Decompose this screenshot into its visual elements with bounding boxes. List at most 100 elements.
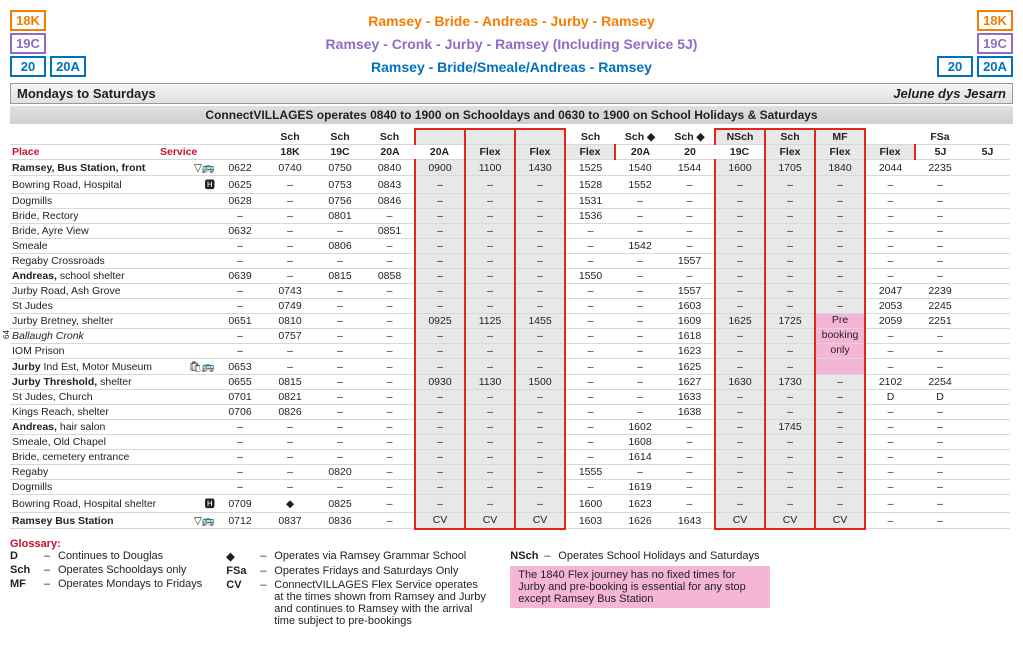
place-cell: Jurby Bretney, shelter: [10, 314, 160, 329]
place-icon: [160, 314, 215, 329]
place-icon: [160, 465, 215, 480]
time-cell: CV: [715, 513, 765, 529]
time-cell: 0655: [215, 375, 265, 390]
time-cell: –: [215, 329, 265, 344]
col-note: NSch: [715, 129, 765, 145]
time-cell: –: [715, 480, 765, 495]
glossary-title: Glossary:: [10, 538, 770, 550]
glossary-item: D–Continues to Douglas: [10, 550, 202, 562]
time-cell: –: [465, 329, 515, 344]
time-cell: 0653: [215, 359, 265, 375]
time-cell: –: [465, 435, 515, 450]
time-cell: –: [565, 224, 615, 239]
time-cell: –: [915, 435, 965, 450]
time-cell: –: [515, 465, 565, 480]
time-cell: 0826: [265, 405, 315, 420]
time-cell: –: [415, 359, 465, 375]
time-cell: –: [415, 344, 465, 359]
time-cell: –: [915, 495, 965, 513]
time-cell: 1725: [765, 314, 815, 329]
time-cell: 0801: [315, 209, 365, 224]
place-cell: Ramsey Bus Station: [10, 513, 160, 529]
timetable-row: Smeale––0806–––––1542––––––: [10, 239, 1010, 254]
time-cell: –: [415, 405, 465, 420]
time-cell: 0843: [365, 176, 415, 194]
time-cell: –: [215, 450, 265, 465]
time-cell: –: [615, 329, 665, 344]
time-cell: –: [565, 284, 615, 299]
timetable-row: Regaby––0820––––1555–––––––: [10, 465, 1010, 480]
time-cell: –: [465, 239, 515, 254]
days-left: Mondays to Saturdays: [17, 86, 156, 101]
timetable-row: St Judes, Church07010821–––––––1633–––DD: [10, 390, 1010, 405]
time-cell: –: [265, 194, 315, 209]
timetable-row: Bowring Road, Hospital🅷0625–07530843–––1…: [10, 176, 1010, 194]
time-cell: –: [765, 344, 815, 359]
service-header: 20: [665, 145, 715, 160]
time-cell: –: [765, 359, 815, 375]
timetable: SchSchSchSchSch ◆Sch ◆NSchSchMFFSaPlaceS…: [10, 128, 1010, 530]
service-header: Flex: [815, 145, 865, 160]
time-cell: –: [715, 224, 765, 239]
time-cell: –: [415, 176, 465, 194]
timetable-row: Ramsey, Bus Station, front▽🚌062207400750…: [10, 160, 1010, 176]
place-cell: IOM Prison: [10, 344, 160, 359]
time-cell: 2235: [915, 160, 965, 176]
time-cell: –: [415, 254, 465, 269]
time-cell: 0740: [265, 160, 315, 176]
time-cell: –: [915, 465, 965, 480]
time-cell: –: [515, 299, 565, 314]
time-cell: –: [915, 513, 965, 529]
time-cell: –: [365, 359, 415, 375]
time-cell: 0837: [265, 513, 315, 529]
time-cell: –: [715, 176, 765, 194]
time-cell: 0851: [365, 224, 415, 239]
time-cell: –: [465, 480, 515, 495]
time-cell: –: [615, 375, 665, 390]
time-cell: 1603: [565, 513, 615, 529]
time-cell: –: [265, 239, 315, 254]
time-cell: –: [515, 284, 565, 299]
service-header: 18K: [265, 145, 315, 160]
time-cell: –: [465, 495, 515, 513]
time-cell: –: [915, 480, 965, 495]
col-note: Sch: [265, 129, 315, 145]
time-cell: –: [415, 329, 465, 344]
time-cell: –: [715, 254, 765, 269]
time-cell: –: [765, 194, 815, 209]
time-cell: 0701: [215, 390, 265, 405]
time-cell: 0900: [415, 160, 465, 176]
time-cell: 1525: [565, 160, 615, 176]
time-cell: –: [765, 239, 815, 254]
time-cell: –: [215, 344, 265, 359]
service-header: Flex: [565, 145, 615, 160]
col-note: [215, 129, 265, 145]
time-cell: D: [915, 390, 965, 405]
time-cell: –: [765, 495, 815, 513]
time-cell: 0858: [365, 269, 415, 284]
place-cell: Bride, Rectory: [10, 209, 160, 224]
col-note: Sch: [765, 129, 815, 145]
time-cell: –: [765, 176, 815, 194]
time-cell: –: [865, 480, 915, 495]
place-cell: Bowring Road, Hospital shelter: [10, 495, 160, 513]
time-cell: –: [515, 194, 565, 209]
time-cell: –: [415, 299, 465, 314]
place-icon: [160, 224, 215, 239]
time-cell: –: [815, 405, 865, 420]
time-cell: CV: [815, 513, 865, 529]
time-cell: Pre: [815, 314, 865, 329]
time-cell: 1840: [815, 160, 865, 176]
time-cell: –: [415, 269, 465, 284]
time-cell: ◆: [265, 495, 315, 513]
time-cell: 1542: [615, 239, 665, 254]
time-cell: –: [865, 359, 915, 375]
glossary-item: CV–ConnectVILLAGES Flex Service operates…: [226, 579, 486, 627]
time-cell: –: [615, 314, 665, 329]
time-cell: –: [715, 329, 765, 344]
time-cell: –: [815, 420, 865, 435]
time-cell: 1627: [665, 375, 715, 390]
time-cell: –: [465, 299, 515, 314]
timetable-row: Dogmills––––––––1619––––––: [10, 480, 1010, 495]
time-cell: –: [515, 239, 565, 254]
